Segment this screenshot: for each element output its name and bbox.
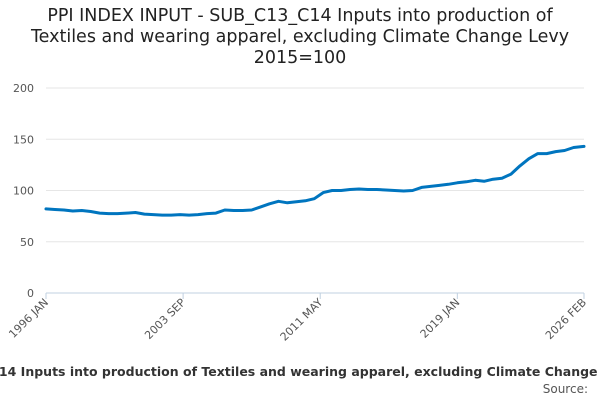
y-tick-label-50: 50 (20, 236, 34, 249)
y-tick-label-0: 0 (27, 287, 34, 300)
x-tick-label-3: 2019 JAN (418, 296, 463, 341)
y-tick-label-100: 100 (13, 185, 34, 198)
x-tick-label-2: 2011 MAY (278, 296, 326, 344)
series-caption-text: SUB_C13_C14 Inputs into production of Te… (0, 364, 600, 379)
grid-layer (46, 87, 584, 243)
series-line-0 (44, 144, 586, 217)
x-tick-label-0: 1996 JAN (6, 296, 51, 341)
series-caption: SUB_C13_C14 Inputs into production of Te… (0, 364, 600, 382)
source-label: Source: (542, 382, 588, 396)
chart-title: PPI INDEX INPUT - SUB_C13_C14 Inputs int… (30, 6, 570, 68)
x-tick-label-1: 2003 SEP (142, 296, 188, 342)
series-layer (44, 144, 586, 217)
y-tick-label-150: 150 (13, 133, 34, 146)
y-tick-label-200: 200 (13, 82, 34, 95)
x-tick-label-4: 2026 FEB (543, 296, 589, 342)
axis-layer (45, 292, 585, 299)
